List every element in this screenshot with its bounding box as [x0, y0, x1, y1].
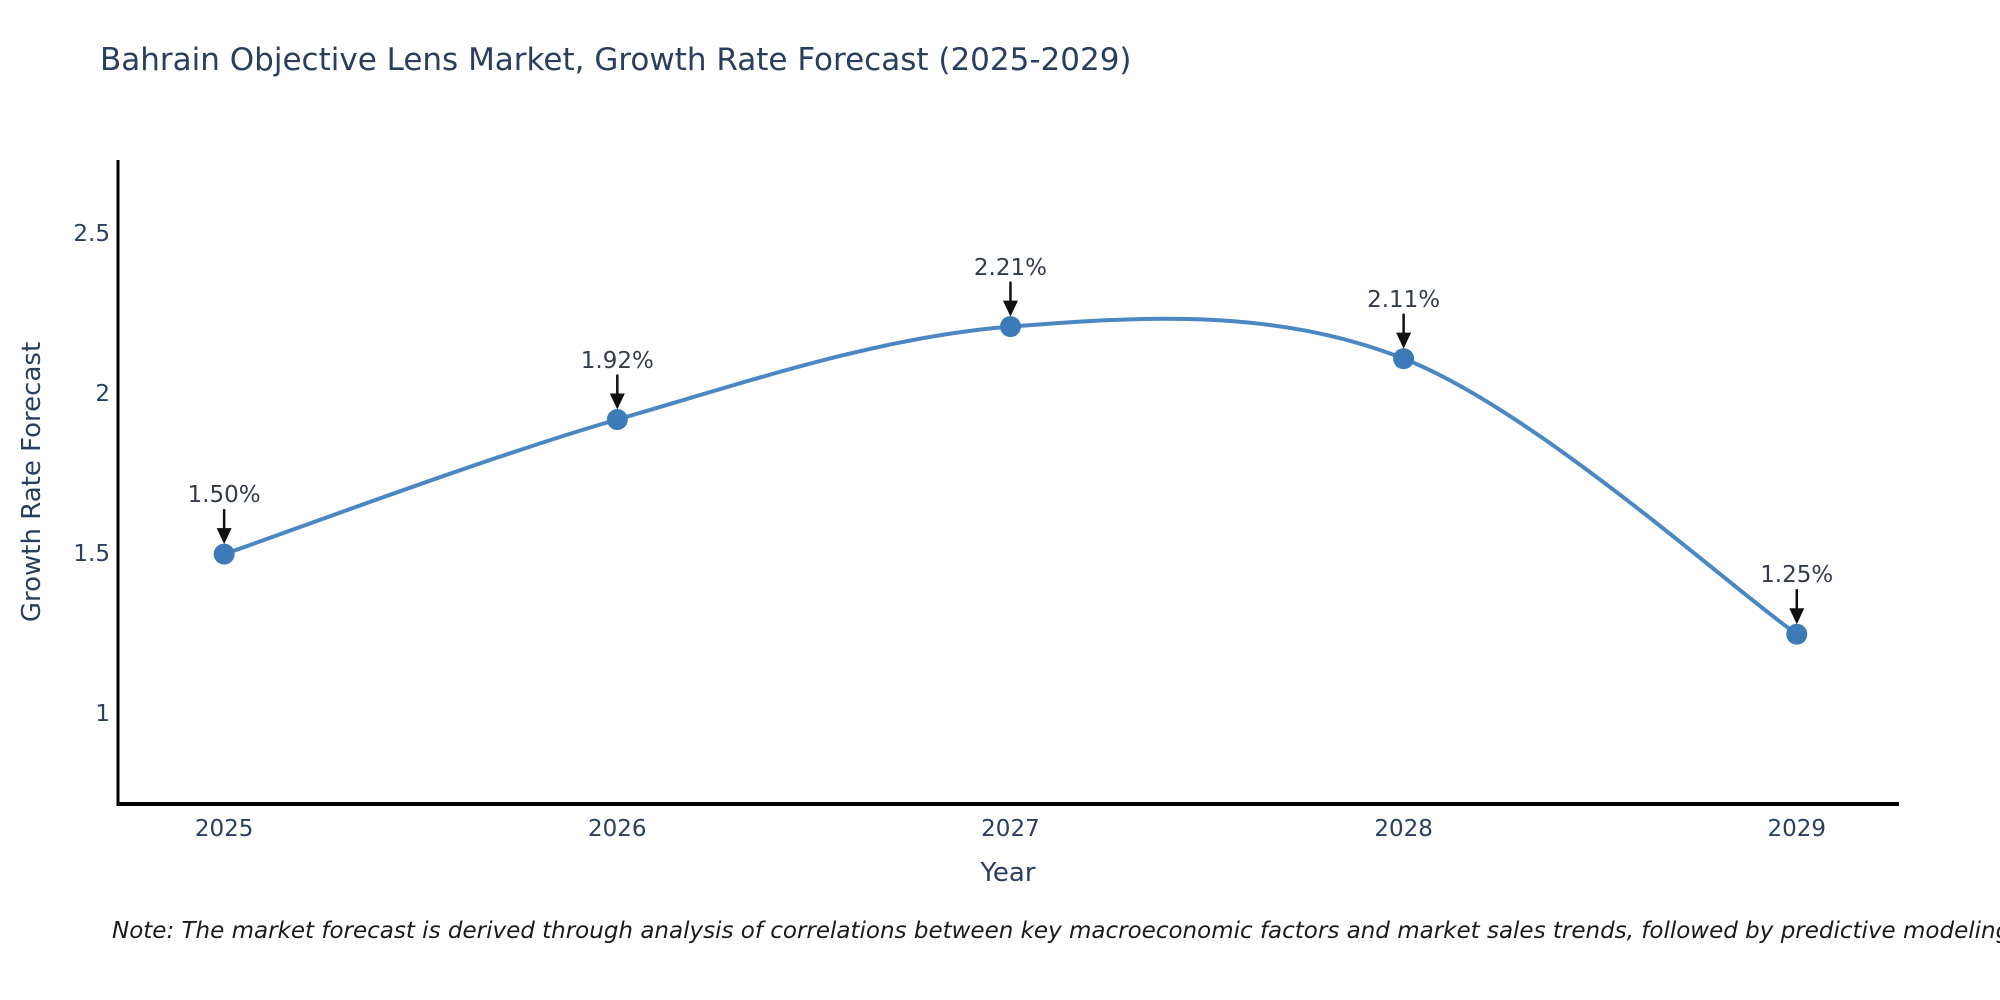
annotation-arrow-head — [216, 528, 232, 545]
data-point-label: 1.25% — [1760, 562, 1834, 589]
data-point-marker — [213, 543, 235, 565]
annotation-arrow-head — [1789, 608, 1805, 625]
chart-title: Bahrain Objective Lens Market, Growth Ra… — [100, 42, 1132, 78]
x-axis-tick-label: 2026 — [588, 816, 647, 842]
data-point-label: 1.92% — [580, 347, 654, 374]
data-point-marker — [606, 409, 628, 431]
y-axis-tick-label: 2 — [95, 380, 110, 407]
y-axis-tick-label: 1 — [95, 701, 110, 728]
data-point-marker — [1786, 623, 1808, 645]
y-axis-title: Growth Rate Forecast — [17, 341, 47, 623]
x-axis-tick-label: 2025 — [194, 816, 254, 842]
data-point-label: 2.11% — [1367, 286, 1441, 313]
data-point-label: 1.50% — [187, 482, 261, 509]
x-axis-title: Year — [980, 858, 1036, 888]
data-point-marker — [999, 316, 1021, 338]
y-axis-tick-label: 1.5 — [73, 541, 110, 568]
x-axis-tick-label: 2029 — [1767, 816, 1827, 842]
annotation-arrow-head — [1396, 332, 1412, 349]
x-axis-tick-label: 2028 — [1374, 816, 1433, 842]
annotation-arrow-head — [609, 393, 625, 410]
x-axis-tick-label: 2027 — [981, 816, 1040, 842]
chart-footnote: Note: The market forecast is derived thr… — [112, 918, 2000, 944]
data-point-marker — [1393, 348, 1415, 370]
data-point-label: 2.21% — [973, 254, 1047, 281]
y-axis-tick-label: 2.5 — [73, 220, 110, 247]
annotation-arrow-head — [1002, 300, 1018, 317]
series-line — [223, 316, 1798, 636]
